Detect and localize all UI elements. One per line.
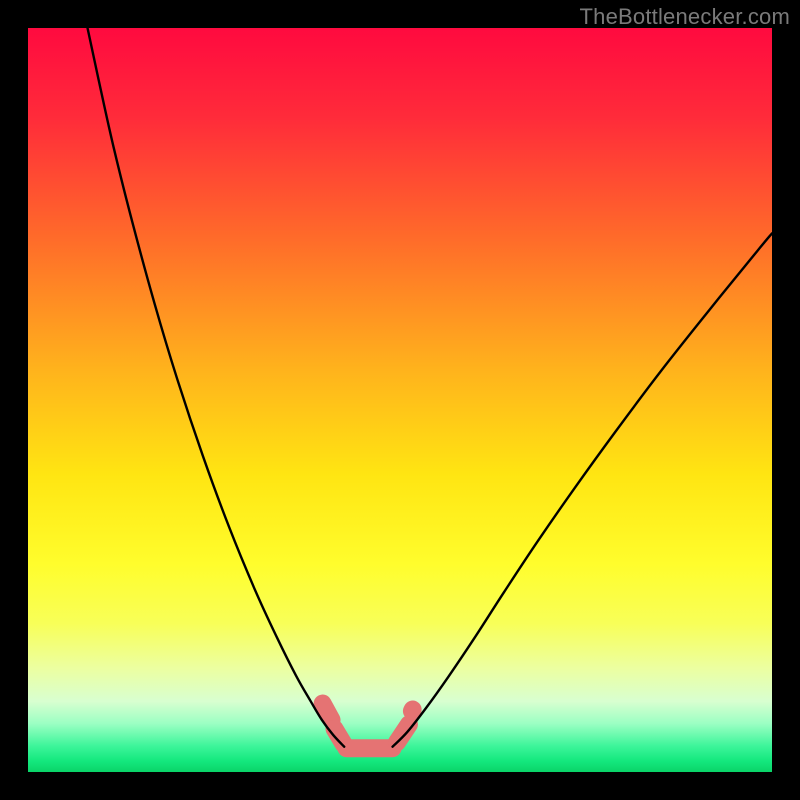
chart-container: TheBottlenecker.com [0, 0, 800, 800]
watermark-text: TheBottlenecker.com [580, 4, 790, 30]
plot-background [28, 28, 772, 772]
highlight-segment [412, 710, 413, 711]
bottleneck-chart [0, 0, 800, 800]
highlight-segment [323, 704, 332, 720]
